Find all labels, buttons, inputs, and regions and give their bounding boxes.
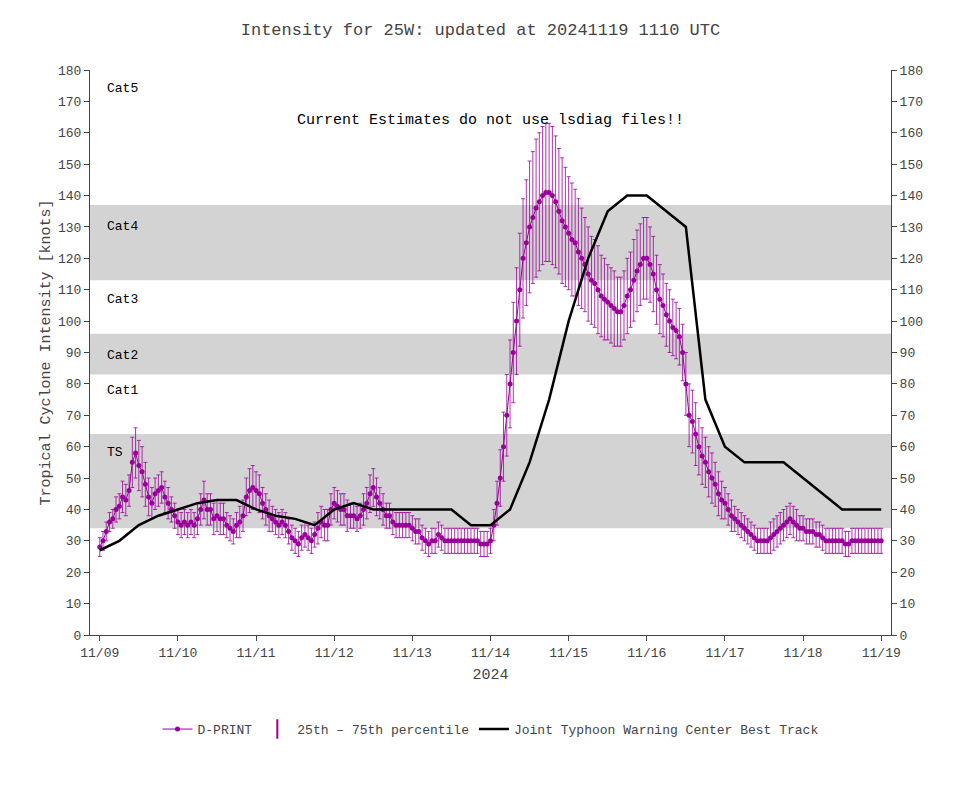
svg-text:TS: TS — [107, 445, 123, 460]
svg-text:10: 10 — [66, 597, 82, 612]
svg-text:50: 50 — [900, 472, 916, 487]
svg-text:11/15: 11/15 — [549, 646, 588, 661]
svg-text:0: 0 — [74, 629, 82, 644]
svg-text:Cat3: Cat3 — [107, 292, 138, 307]
svg-text:Joint Typhoon Warning Center B: Joint Typhoon Warning Center Best Track — [514, 723, 818, 738]
svg-text:70: 70 — [900, 409, 916, 424]
svg-text:120: 120 — [900, 252, 923, 267]
svg-text:Tropical Cyclone Intensity [kn: Tropical Cyclone Intensity [knots] — [38, 199, 55, 505]
svg-text:130: 130 — [900, 220, 923, 235]
svg-text:70: 70 — [66, 409, 82, 424]
svg-text:120: 120 — [58, 252, 81, 267]
svg-text:170: 170 — [900, 95, 923, 110]
svg-text:160: 160 — [900, 126, 923, 141]
svg-text:180: 180 — [58, 64, 81, 79]
svg-text:D-PRINT: D-PRINT — [198, 723, 253, 738]
svg-text:Cat5: Cat5 — [107, 81, 138, 96]
svg-text:40: 40 — [66, 503, 82, 518]
svg-text:90: 90 — [900, 346, 916, 361]
svg-text:Cat2: Cat2 — [107, 348, 138, 363]
svg-text:60: 60 — [66, 440, 82, 455]
svg-text:140: 140 — [900, 189, 923, 204]
svg-text:20: 20 — [66, 566, 82, 581]
svg-text:11/14: 11/14 — [471, 646, 510, 661]
svg-text:170: 170 — [58, 95, 81, 110]
svg-text:60: 60 — [900, 440, 916, 455]
svg-text:80: 80 — [66, 377, 82, 392]
svg-text:110: 110 — [58, 283, 81, 298]
svg-text:150: 150 — [58, 158, 81, 173]
svg-text:11/12: 11/12 — [315, 646, 354, 661]
svg-text:160: 160 — [58, 126, 81, 141]
svg-text:Intensity for 25W: updated at: Intensity for 25W: updated at 20241119 1… — [241, 21, 720, 40]
svg-text:40: 40 — [900, 503, 916, 518]
svg-text:130: 130 — [58, 220, 81, 235]
svg-text:Current Estimates do not use l: Current Estimates do not use lsdiag file… — [297, 112, 684, 129]
svg-text:Cat1: Cat1 — [107, 383, 138, 398]
svg-text:11/19: 11/19 — [862, 646, 901, 661]
svg-text:11/18: 11/18 — [784, 646, 823, 661]
svg-text:90: 90 — [66, 346, 82, 361]
svg-text:2024: 2024 — [472, 667, 508, 684]
svg-text:11/09: 11/09 — [80, 646, 119, 661]
svg-text:180: 180 — [900, 64, 923, 79]
svg-text:20: 20 — [900, 566, 916, 581]
svg-text:Cat4: Cat4 — [107, 219, 138, 234]
svg-text:100: 100 — [900, 315, 923, 330]
svg-text:110: 110 — [900, 283, 923, 298]
svg-text:140: 140 — [58, 189, 81, 204]
svg-text:11/10: 11/10 — [158, 646, 197, 661]
svg-text:30: 30 — [66, 534, 82, 549]
svg-text:100: 100 — [58, 315, 81, 330]
svg-text:11/17: 11/17 — [705, 646, 744, 661]
svg-text:80: 80 — [900, 377, 916, 392]
svg-text:50: 50 — [66, 472, 82, 487]
svg-text:150: 150 — [900, 158, 923, 173]
svg-text:30: 30 — [900, 534, 916, 549]
svg-text:10: 10 — [900, 597, 916, 612]
svg-text:11/13: 11/13 — [393, 646, 432, 661]
svg-text:25th – 75th percentile: 25th – 75th percentile — [297, 723, 469, 738]
svg-text:11/16: 11/16 — [627, 646, 666, 661]
svg-text:11/11: 11/11 — [237, 646, 276, 661]
svg-text:0: 0 — [900, 629, 908, 644]
